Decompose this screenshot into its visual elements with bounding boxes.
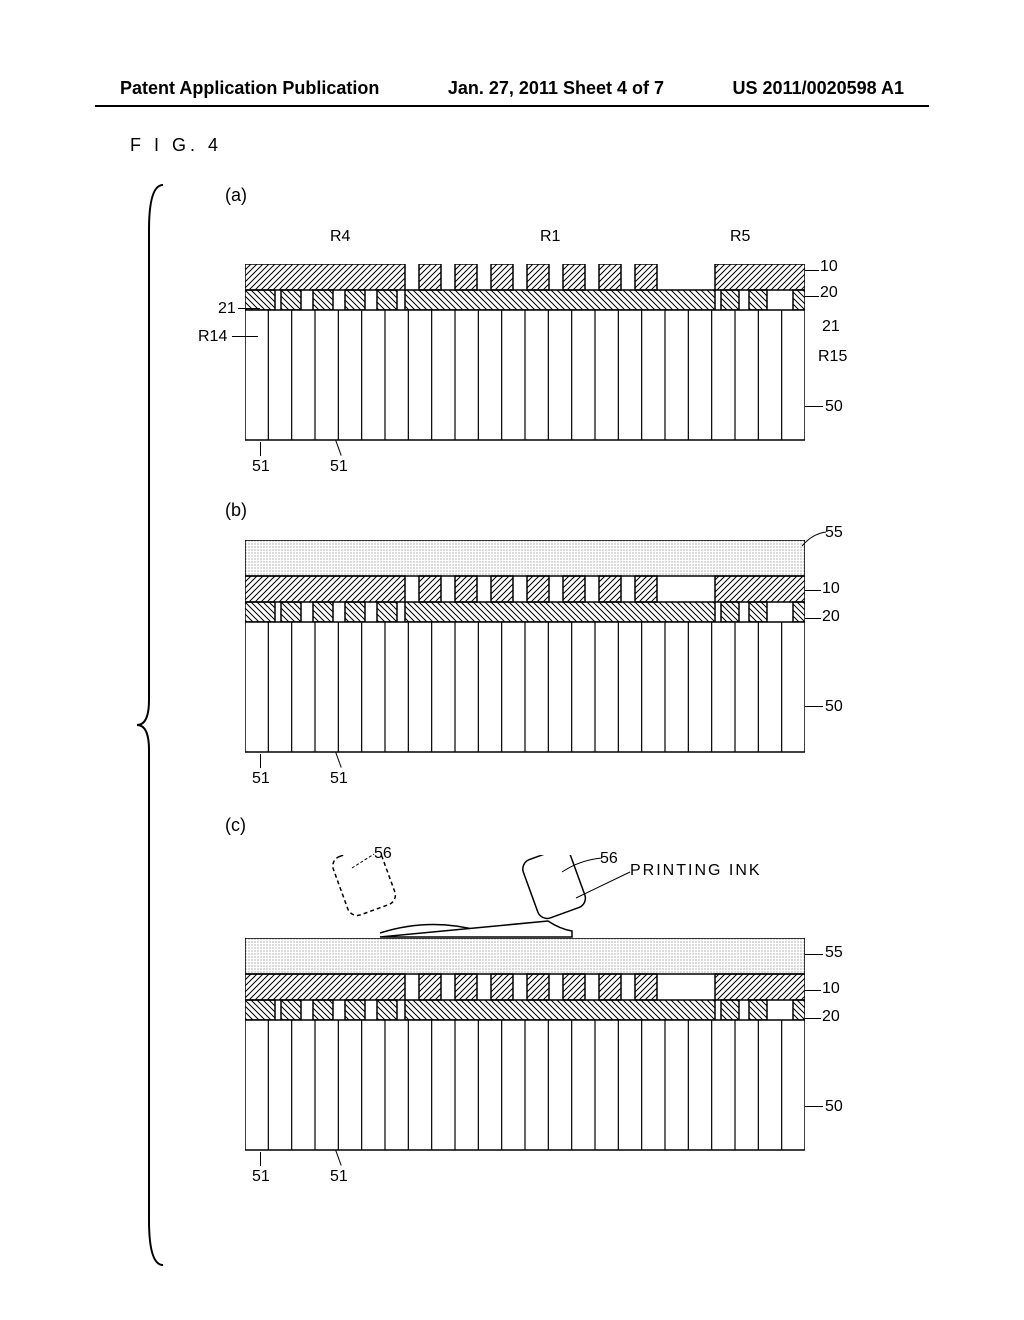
header-center: Jan. 27, 2011 Sheet 4 of 7 [448,78,664,99]
ref-20-a: 20 [820,284,838,302]
ref-50-a: 50 [825,398,843,416]
panel-c-label: (c) [225,815,246,836]
panel-a-label: (a) [225,185,247,206]
ref-10-b: 10 [822,580,840,598]
ref-10-c: 10 [822,980,840,998]
ref-10-a: 10 [820,258,838,276]
ref-r14-a: R14 [198,328,227,346]
diagram-b-svg [245,540,805,776]
ref-20-b: 20 [822,608,840,626]
page: Patent Application Publication Jan. 27, … [0,0,1024,1320]
ref-50-c: 50 [825,1098,843,1116]
ref-51a-c: 51 [252,1168,270,1186]
diagram-c-svg [245,938,805,1174]
diagram-a-svg [245,264,805,464]
ref-51a-b: 51 [252,770,270,788]
group-bracket [135,180,165,1270]
panel-b-label: (b) [225,500,247,521]
ref-55-c: 55 [825,944,843,962]
header-rule [95,105,929,107]
header-left: Patent Application Publication [120,78,379,99]
ref-21-left-a: 21 [218,300,236,318]
ref-21-right-a: 21 [822,318,840,336]
region-r1-label: R1 [540,228,560,246]
region-r5-label: R5 [730,228,750,246]
ref-r15-a: R15 [818,348,847,366]
ref-51b-c: 51 [330,1168,348,1186]
ref-51b-b: 51 [330,770,348,788]
region-r4-label: R4 [330,228,350,246]
header-right: US 2011/0020598 A1 [733,78,904,99]
ref-51b-a: 51 [330,458,348,476]
ref-20-c: 20 [822,1008,840,1026]
ref-50-b: 50 [825,698,843,716]
ref-51a-a: 51 [252,458,270,476]
figure-label: F I G. 4 [130,135,222,156]
printing-ink-label: PRINTING INK [630,862,762,880]
header: Patent Application Publication Jan. 27, … [0,78,1024,99]
